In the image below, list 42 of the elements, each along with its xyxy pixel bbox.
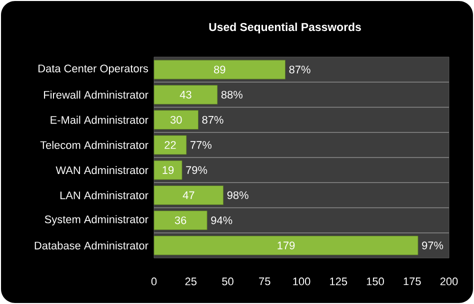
y-tick-label: Firewall Administrator (44, 90, 148, 99)
x-tick-label: 100 (293, 278, 310, 286)
x-tick-label: 200 (440, 278, 458, 286)
data-label: 47 (182, 191, 194, 199)
y-tick-label: WAN Administrator (56, 166, 148, 174)
x-tick-label: 0 (151, 278, 157, 286)
annotation: 88% (221, 90, 242, 99)
annotation: 79% (186, 166, 208, 174)
data-label: 36 (174, 216, 186, 224)
data-label: 19 (162, 166, 174, 174)
x-tick-label: 25 (185, 278, 196, 286)
bar (154, 84, 218, 104)
data-label: 89 (214, 66, 226, 74)
x-tick-label: 125 (330, 278, 348, 286)
y-tick-label: E-Mail Administrator (50, 116, 148, 124)
bar (154, 185, 224, 205)
annotation: 87% (289, 66, 310, 74)
data-label: 30 (170, 116, 182, 124)
bar (154, 135, 187, 155)
bar (154, 160, 182, 180)
bar (154, 60, 286, 80)
y-tick-label: Database Administrator (34, 241, 148, 250)
y-tick-label: Telecom Administrator (40, 140, 148, 149)
annotation: 94% (211, 216, 232, 224)
bar (154, 110, 198, 130)
x-tick-label: 75 (259, 278, 270, 286)
annotation: 77% (190, 141, 212, 149)
bar (154, 210, 208, 230)
y-tick-label: System Administrator (44, 215, 148, 226)
y-tick-label: Data Center Operators (38, 64, 148, 75)
data-label: 43 (180, 90, 192, 99)
chart-title: Used Sequential Passwords (209, 22, 361, 34)
data-label: 179 (278, 242, 295, 250)
annotation: 97% (422, 242, 444, 250)
annotation: 87% (202, 116, 224, 124)
x-tick-label: 175 (404, 278, 421, 286)
data-label: 22 (164, 141, 176, 149)
bar (154, 236, 418, 256)
x-tick-label: 150 (366, 278, 384, 286)
annotation: 98% (227, 191, 248, 200)
x-tick-label: 50 (222, 278, 234, 286)
y-tick-label: LAN Administrator (60, 191, 148, 200)
